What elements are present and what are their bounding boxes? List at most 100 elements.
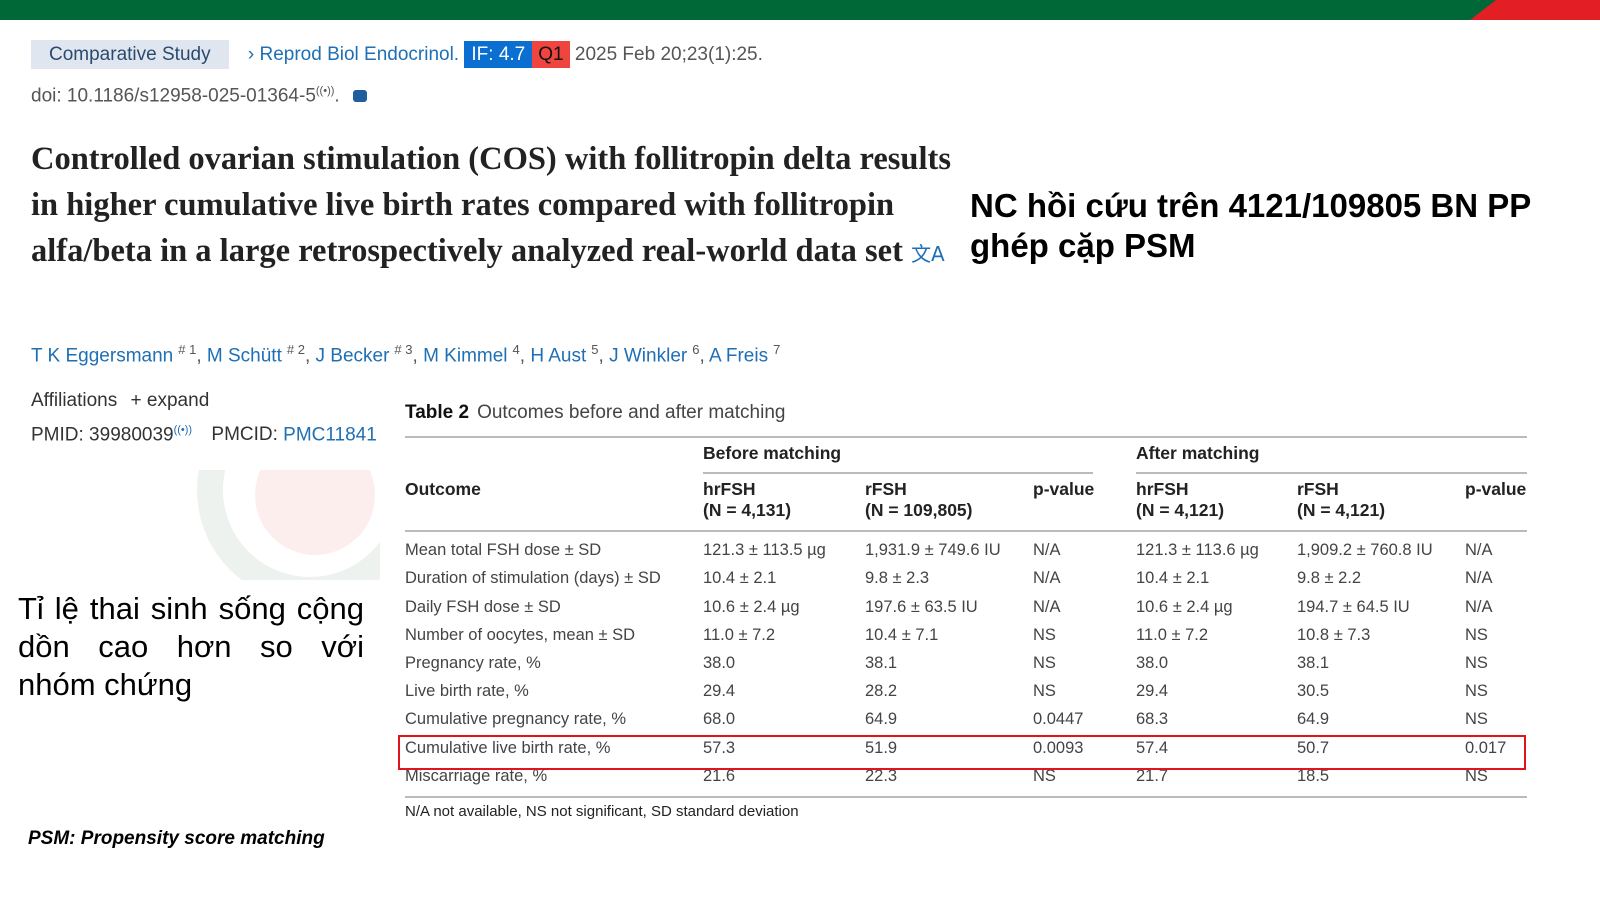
affiliations: Affiliations + expand — [31, 390, 209, 412]
title-text: Controlled ovarian stimulation (COS) wit… — [31, 141, 951, 269]
table-cell: 18.5 — [1297, 767, 1330, 785]
date-citation: 2025 Feb 20;23(1):25. — [574, 44, 763, 65]
column-header: rFSH (N = 109,805) — [865, 479, 973, 521]
quartile-badge: Q1 — [532, 41, 570, 68]
row-label: Daily FSH dose ± SD — [405, 598, 561, 616]
row-label: Pregnancy rate, % — [405, 654, 541, 672]
table-cell: 64.9 — [1297, 710, 1330, 728]
table-cell: 68.3 — [1136, 710, 1169, 728]
table-cell: 10.4 ± 7.1 — [865, 626, 939, 644]
doi-suffix: . — [334, 85, 340, 107]
watermark-logo — [180, 470, 380, 580]
chevron-right-icon: › — [247, 44, 255, 65]
column-header: p-value — [1033, 479, 1094, 500]
author-link[interactable]: M Kimmel — [423, 345, 508, 367]
table-cell: 1,909.2 ± 760.8 IU — [1297, 541, 1433, 559]
table-cell: 10.6 ± 2.4 µg — [1136, 598, 1233, 616]
column-header: p-value — [1465, 479, 1526, 500]
table-cell: 121.3 ± 113.5 µg — [703, 541, 826, 559]
author-link[interactable]: M Schütt — [206, 345, 282, 367]
table-cell: 30.5 — [1297, 682, 1330, 700]
author-affiliation-sup[interactable]: 6 — [692, 342, 700, 357]
author-link[interactable]: J Winkler — [609, 345, 688, 367]
table-cell: NS — [1465, 654, 1488, 672]
table-cell: 9.8 ± 2.2 — [1297, 569, 1362, 587]
table-cell: 64.9 — [865, 710, 898, 728]
author-affiliation-sup[interactable]: 7 — [773, 342, 781, 357]
table-cell: 51.9 — [865, 739, 898, 757]
row-label: Cumulative live birth rate, % — [405, 739, 611, 757]
table-label: Table 2 — [405, 402, 470, 423]
table-cell: 57.3 — [703, 739, 736, 757]
table-cell: 38.0 — [1136, 654, 1169, 672]
row-label: Cumulative pregnancy rate, % — [405, 710, 627, 728]
column-n: (N = 4,121) — [1297, 500, 1386, 520]
table-cell: 28.2 — [865, 682, 898, 700]
expand-button[interactable]: + expand — [130, 390, 210, 411]
table-cell: 9.8 ± 2.3 — [865, 569, 930, 587]
table-cell: 68.0 — [703, 710, 736, 728]
author-link[interactable]: H Aust — [530, 345, 587, 367]
group-after-header: After matching — [1136, 443, 1260, 463]
highlight-box — [398, 735, 1526, 770]
article-type-badge: Comparative Study — [31, 40, 229, 69]
table-caption: Table 2 Outcomes before and after matchin… — [405, 402, 785, 424]
author-affiliation-sup[interactable]: # 1 — [178, 342, 197, 357]
table-cell: 50.7 — [1297, 739, 1330, 757]
table-footnote: N/A not available, NS not significant, S… — [405, 803, 799, 820]
table-cell: 0.017 — [1465, 739, 1507, 757]
table-cell: NS — [1465, 767, 1488, 785]
camera-icon[interactable] — [352, 90, 367, 103]
table-cell: 1,931.9 ± 749.6 IU — [865, 541, 1001, 559]
author-affiliation-sup[interactable]: # 2 — [286, 342, 305, 357]
citation-line: Comparative Study › Reprod Biol Endocrin… — [31, 40, 763, 69]
divider — [703, 472, 1093, 474]
conclusion-text: Tỉ lệ thai sinh sống cộng dồn cao hơn so… — [18, 591, 364, 702]
column-header: rFSH (N = 4,121) — [1297, 479, 1385, 521]
study-design-note: NC hồi cứu trên 4121/109805 BN PP ghép c… — [970, 187, 1531, 264]
separator: , — [699, 345, 709, 367]
table-cell: 38.1 — [865, 654, 898, 672]
table-cell: 0.0447 — [1033, 710, 1084, 728]
pmcid-label: PMCID: — [211, 424, 278, 446]
table-caption-text: Outcomes before and after matching — [477, 402, 786, 423]
row-label: Duration of stimulation (days) ± SD — [405, 569, 661, 587]
psm-footnote: PSM: Propensity score matching — [28, 828, 325, 849]
column-name: rFSH — [865, 479, 907, 499]
author-link[interactable]: A Freis — [708, 345, 769, 367]
table-cell: N/A — [1033, 541, 1061, 559]
separator: , — [304, 345, 316, 367]
column-n: (N = 4,121) — [1136, 500, 1225, 520]
doi[interactable]: doi: 10.1186/s12958-025-01364-5 — [31, 85, 316, 107]
column-name: hrFSH — [703, 479, 756, 499]
translate-icon[interactable]: 文A — [911, 242, 945, 266]
table-cell: 29.4 — [1136, 682, 1169, 700]
column-header: hrFSH (N = 4,121) — [1136, 479, 1224, 521]
identifiers: PMID: 39980039((•)) PMCID: PMC11841 — [31, 424, 377, 446]
table-cell: 11.0 ± 7.2 — [1136, 626, 1209, 644]
author-affiliation-sup[interactable]: # 3 — [394, 342, 413, 357]
divider — [405, 530, 1527, 532]
column-n: (N = 109,805) — [865, 500, 973, 520]
table-cell: 11.0 ± 7.2 — [703, 626, 776, 644]
journal-link[interactable]: Reprod Biol Endocrinol. — [259, 44, 460, 65]
row-label: Miscarriage rate, % — [405, 767, 548, 785]
column-name: p-value — [1465, 479, 1527, 499]
author-affiliation-sup[interactable]: 4 — [512, 342, 520, 357]
table-cell: NS — [1465, 682, 1488, 700]
pmcid-link[interactable]: PMC11841 — [283, 424, 377, 446]
table-cell: 0.0093 — [1033, 739, 1084, 757]
impact-factor-badge: IF: 4.7 — [464, 41, 533, 68]
pmid: PMID: 39980039 — [31, 424, 174, 446]
author-link[interactable]: T K Eggersmann — [31, 345, 174, 367]
column-name: hrFSH — [1136, 479, 1189, 499]
table-cell: N/A — [1465, 541, 1493, 559]
author-affiliation-sup[interactable]: 5 — [591, 342, 599, 357]
separator: , — [196, 345, 207, 367]
author-link[interactable]: J Becker — [315, 345, 390, 367]
author-list: T K Eggersmann # 1, M Schütt # 2, J Becker… — [31, 342, 780, 367]
table-cell: N/A — [1465, 569, 1493, 587]
divider — [405, 436, 1527, 438]
doi-line: doi: 10.1186/s12958-025-01364-5((•)). — [31, 85, 367, 107]
table-cell: N/A — [1033, 569, 1061, 587]
